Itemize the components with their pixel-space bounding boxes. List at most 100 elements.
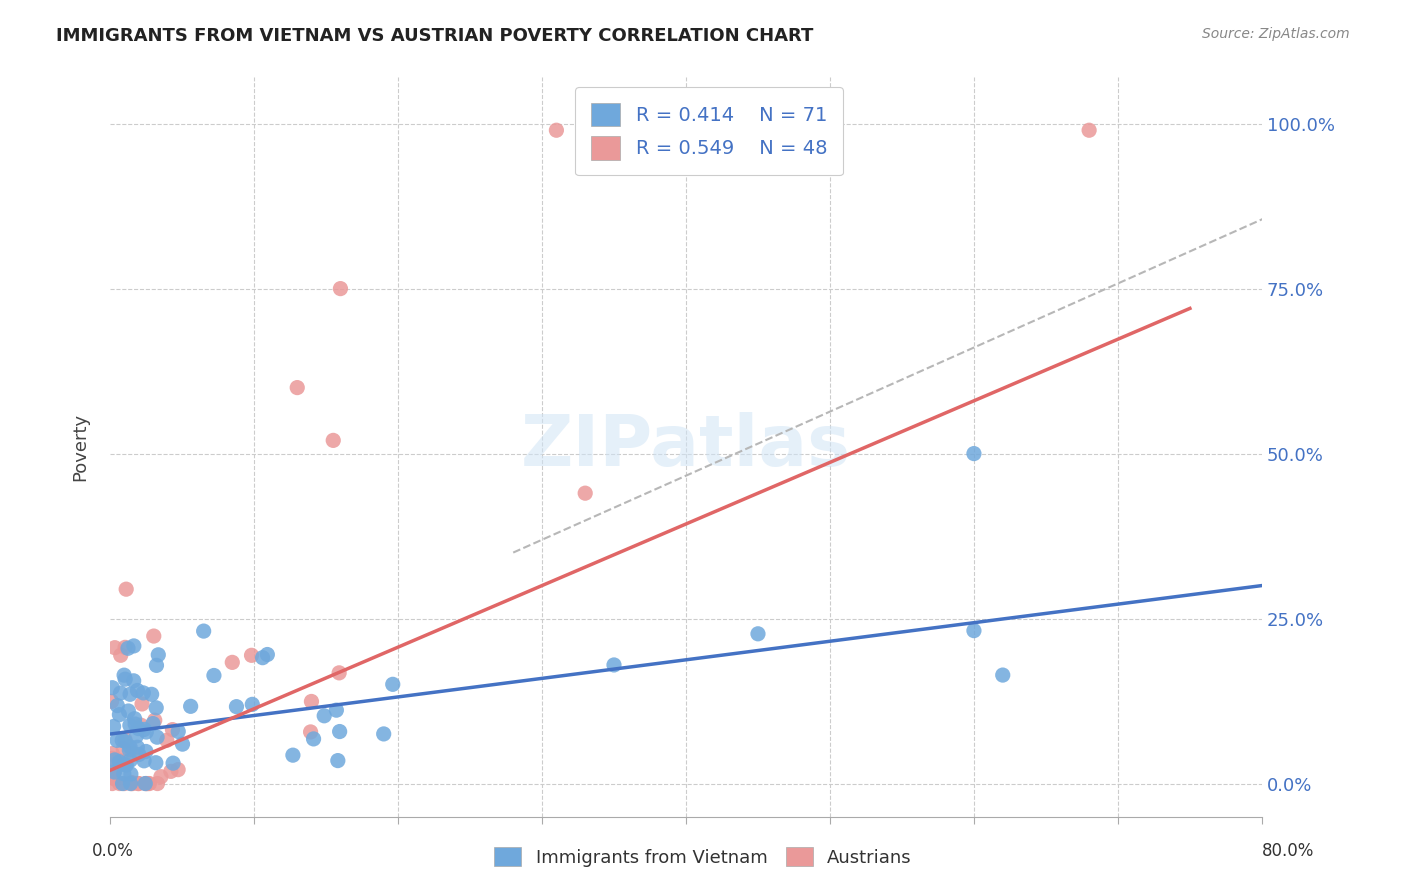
- Point: [128, 747, 150, 762]
- Point: [328, 665, 350, 680]
- Point: [108, 755, 131, 769]
- Point: [963, 447, 986, 461]
- Point: [127, 683, 149, 698]
- Point: [110, 686, 132, 700]
- Text: ZIPatlas: ZIPatlas: [522, 412, 851, 482]
- Point: [127, 740, 149, 755]
- Point: [172, 737, 194, 751]
- Point: [117, 704, 139, 718]
- Point: [122, 673, 145, 688]
- Point: [329, 282, 352, 296]
- Point: [136, 776, 159, 790]
- Point: [111, 776, 134, 790]
- Point: [240, 648, 263, 663]
- Point: [135, 776, 157, 790]
- Point: [120, 753, 142, 767]
- Point: [240, 698, 263, 712]
- Point: [132, 686, 155, 700]
- Point: [118, 743, 141, 757]
- Point: [134, 723, 156, 737]
- Point: [281, 748, 304, 763]
- Point: [112, 757, 135, 772]
- Point: [120, 776, 142, 790]
- Legend: R = 0.414    N = 71, R = 0.549    N = 48: R = 0.414 N = 71, R = 0.549 N = 48: [575, 87, 842, 176]
- Point: [103, 719, 125, 733]
- Point: [122, 639, 145, 653]
- Point: [145, 658, 167, 673]
- Point: [100, 694, 122, 708]
- Point: [162, 723, 184, 737]
- Point: [103, 765, 125, 780]
- Point: [127, 722, 149, 736]
- Point: [124, 717, 146, 731]
- Point: [142, 629, 165, 643]
- Point: [156, 733, 179, 747]
- Point: [101, 776, 124, 790]
- Point: [167, 724, 190, 739]
- Point: [124, 712, 146, 726]
- Point: [105, 733, 128, 747]
- Point: [285, 381, 308, 395]
- Point: [101, 681, 124, 695]
- Legend: Immigrants from Vietnam, Austrians: Immigrants from Vietnam, Austrians: [486, 840, 920, 874]
- Point: [125, 729, 148, 743]
- Point: [115, 758, 138, 772]
- Point: [221, 656, 243, 670]
- Point: [121, 775, 143, 789]
- Y-axis label: Poverty: Poverty: [72, 413, 89, 481]
- Point: [121, 746, 143, 760]
- Point: [104, 753, 127, 767]
- Point: [103, 764, 125, 779]
- Point: [301, 694, 323, 708]
- Point: [112, 767, 135, 781]
- Point: [302, 731, 325, 746]
- Point: [574, 486, 596, 500]
- Text: Source: ZipAtlas.com: Source: ZipAtlas.com: [1202, 27, 1350, 41]
- Point: [114, 732, 136, 747]
- Point: [202, 668, 225, 682]
- Text: IMMIGRANTS FROM VIETNAM VS AUSTRIAN POVERTY CORRELATION CHART: IMMIGRANTS FROM VIETNAM VS AUSTRIAN POVE…: [56, 27, 814, 45]
- Point: [120, 687, 142, 701]
- Point: [135, 725, 157, 739]
- Point: [101, 751, 124, 765]
- Point: [167, 763, 190, 777]
- Point: [138, 776, 160, 790]
- Point: [146, 730, 169, 744]
- Point: [108, 753, 131, 767]
- Point: [105, 698, 128, 713]
- Point: [135, 744, 157, 758]
- Point: [145, 701, 167, 715]
- Point: [991, 668, 1014, 682]
- Point: [110, 648, 132, 663]
- Point: [101, 768, 124, 782]
- Point: [135, 776, 157, 790]
- Point: [225, 699, 247, 714]
- Point: [120, 767, 142, 781]
- Point: [117, 641, 139, 656]
- Point: [112, 742, 135, 756]
- Point: [103, 772, 125, 786]
- Point: [103, 771, 125, 785]
- Point: [546, 123, 568, 137]
- Point: [127, 776, 149, 790]
- Point: [299, 725, 322, 739]
- Point: [134, 776, 156, 790]
- Point: [381, 677, 404, 691]
- Point: [104, 640, 127, 655]
- Point: [1078, 123, 1101, 137]
- Point: [193, 624, 215, 639]
- Point: [162, 756, 184, 771]
- Point: [256, 648, 278, 662]
- Point: [145, 756, 167, 770]
- Point: [112, 668, 135, 682]
- Point: [132, 754, 155, 768]
- Point: [373, 727, 395, 741]
- Point: [322, 434, 344, 448]
- Point: [143, 713, 166, 727]
- Point: [325, 703, 347, 717]
- Point: [127, 776, 149, 790]
- Point: [141, 687, 163, 701]
- Point: [149, 770, 172, 784]
- Point: [180, 699, 202, 714]
- Point: [329, 724, 352, 739]
